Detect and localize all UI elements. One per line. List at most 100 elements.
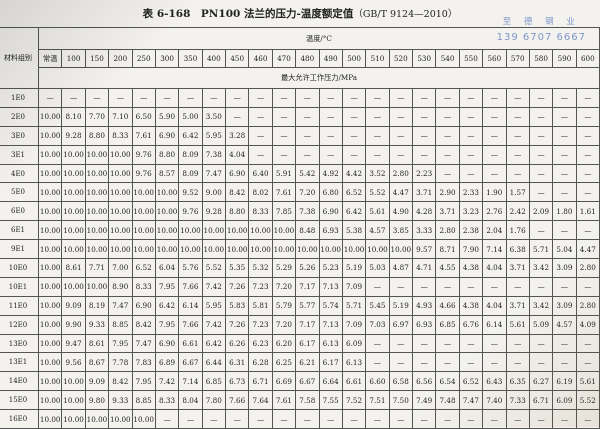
pressure-cell: —: [435, 409, 460, 429]
pressure-cell: 4.66: [435, 295, 460, 316]
pressure-cell: 6.04: [154, 258, 180, 278]
pressure-cell: —: [435, 88, 460, 108]
table-row: 13E1 10.00 9.56 8.67 7.78 7.83 6.89 6.67 6.44 6.3…: [0, 352, 600, 373]
pressure-cell: 7.66: [178, 276, 203, 297]
pressure-cell: 10.00: [108, 182, 133, 203]
pressure-cell: 8.85: [108, 314, 133, 335]
pressure-cell: —: [552, 88, 577, 108]
pressure-cell: 5.95: [201, 295, 227, 316]
pressure-cell: —: [224, 88, 250, 108]
pressure-cell: 6.50: [131, 106, 156, 127]
pressure-cell: 10.00: [108, 144, 133, 165]
pressure-cell: —: [458, 352, 484, 373]
pressure-cell: —: [482, 88, 507, 108]
pressure-cell: 7.51: [365, 390, 390, 411]
pressure-cell: 10.00: [61, 201, 86, 222]
temp-column-header: 580: [528, 49, 554, 68]
pressure-cell: 5.71: [341, 295, 367, 316]
pressure-cell: 2.80: [575, 258, 600, 278]
pressure-cell: 3.09: [552, 295, 577, 316]
pressure-cell: —: [341, 88, 367, 108]
table-row: 6E0 10.00 10.00 10.00 10.00 10.00 10.00 9.76 9.2…: [0, 201, 600, 222]
pressure-cell: 8.90: [108, 276, 133, 297]
temp-column-header: 600: [575, 49, 600, 68]
pressure-cell: —: [411, 333, 437, 354]
pressure-cell: —: [482, 409, 507, 429]
table-row: 10E0 10.00 8.61 7.71 7.00 6.52 6.04 5.76 5.52 5.3…: [0, 258, 600, 278]
pressure-cell: —: [248, 125, 273, 146]
pressure-cell: 7.20: [295, 182, 320, 203]
temp-column-header: 560: [482, 49, 507, 68]
pressure-cell: 5.77: [295, 295, 320, 316]
pressure-cell: 6.17: [318, 352, 343, 373]
pressure-cell: 5.29: [271, 258, 297, 278]
table-row: 3E1 10.00 10.00 10.00 10.00 9.76 8.80 8.09 7.38 4…: [0, 144, 600, 165]
pressure-cell: 6.19: [552, 371, 577, 392]
pressure-cell: 5.61: [365, 201, 390, 222]
pressure-cell: 10.00: [131, 220, 156, 241]
pressure-cell: —: [388, 333, 414, 354]
pressure-cell: —: [552, 106, 577, 127]
table-row: 11E0 10.00 9.09 8.19 7.47 6.90 6.42 6.14 5.95 5.8…: [0, 295, 600, 316]
pressure-cell: 8.42: [224, 182, 250, 203]
pressure-cell: 5.03: [365, 258, 390, 278]
pressure-cell: 1.80: [552, 201, 577, 222]
pressure-cell: 4.09: [575, 314, 600, 335]
pressure-cell: —: [411, 352, 437, 373]
pressure-cell: 7.52: [341, 390, 367, 411]
pressure-cell: 6.43: [482, 371, 507, 392]
pressure-cell: 7.26: [224, 276, 250, 297]
pressure-cell: 7.14: [482, 239, 507, 260]
pressure-cell: 9.76: [131, 163, 156, 184]
pressure-cell: 5.32: [248, 258, 273, 278]
material-group-cell: 13E0: [0, 333, 39, 354]
pressure-cell: 7.38: [201, 144, 227, 165]
pressure-cell: 7.95: [154, 314, 180, 335]
temp-column-header: 540: [435, 49, 460, 68]
pressure-cell: 6.42: [341, 201, 367, 222]
material-group-cell: 10E1: [0, 276, 39, 297]
pressure-cell: —: [458, 88, 484, 108]
pressure-cell: —: [248, 106, 273, 127]
pressure-cell: 7.13: [318, 276, 343, 297]
pressure-cell: —: [341, 409, 367, 429]
pressure-cell: 6.61: [178, 333, 203, 354]
pressure-cell: —: [271, 106, 297, 127]
pressure-cell: 10.00: [37, 352, 63, 373]
table-row: 14E0 10.00 10.00 9.09 8.42 7.95 7.42 7.14 6.85 6.…: [0, 371, 600, 392]
pressure-cell: —: [575, 352, 600, 373]
pressure-cell: —: [575, 182, 600, 203]
pressure-cell: 10.00: [37, 201, 63, 222]
pressure-cell: 4.38: [458, 258, 484, 278]
pressure-cell: 6.52: [131, 258, 156, 278]
pressure-cell: 8.80: [154, 144, 180, 165]
pressure-cell: 7.00: [108, 258, 133, 278]
table-row: 2E0 10.00 8.10 7.70 7.10 6.50 5.90 5.00 3.50— — — —…: [0, 106, 600, 127]
pressure-cell: 10.00: [108, 239, 133, 260]
pressure-cell: 10.00: [201, 220, 227, 241]
pressure-cell: —: [575, 125, 600, 146]
pressure-cell: —: [505, 333, 530, 354]
pressure-cell: 9.09: [84, 371, 110, 392]
pressure-cell: —: [411, 409, 437, 429]
pressure-cell: 2.80: [575, 295, 600, 316]
pressure-cell: 8.10: [61, 106, 86, 127]
pressure-cell: 7.61: [131, 125, 156, 146]
pressure-cell: 10.00: [131, 239, 156, 260]
pressure-cell: 8.67: [84, 352, 110, 373]
pressure-cell: 5.19: [388, 295, 414, 316]
pressure-cell: —: [365, 333, 390, 354]
material-group-header: 材料组别: [0, 27, 39, 89]
pressure-cell: 10.00: [84, 163, 110, 184]
pressure-cell: 6.64: [318, 371, 343, 392]
pressure-cell: 6.09: [552, 390, 577, 411]
pressure-cell: 1.57: [505, 182, 530, 203]
pressure-cell: 8.19: [84, 295, 110, 316]
pressure-cell: 9.56: [61, 352, 86, 373]
pressure-cell: 3.71: [505, 295, 530, 316]
pressure-cell: 6.69: [271, 371, 297, 392]
pressure-cell: 6.13: [341, 352, 367, 373]
pressure-cell: 9.33: [84, 314, 110, 335]
pressure-cell: 3.71: [411, 182, 437, 203]
pressure-cell: 10.00: [61, 182, 86, 203]
